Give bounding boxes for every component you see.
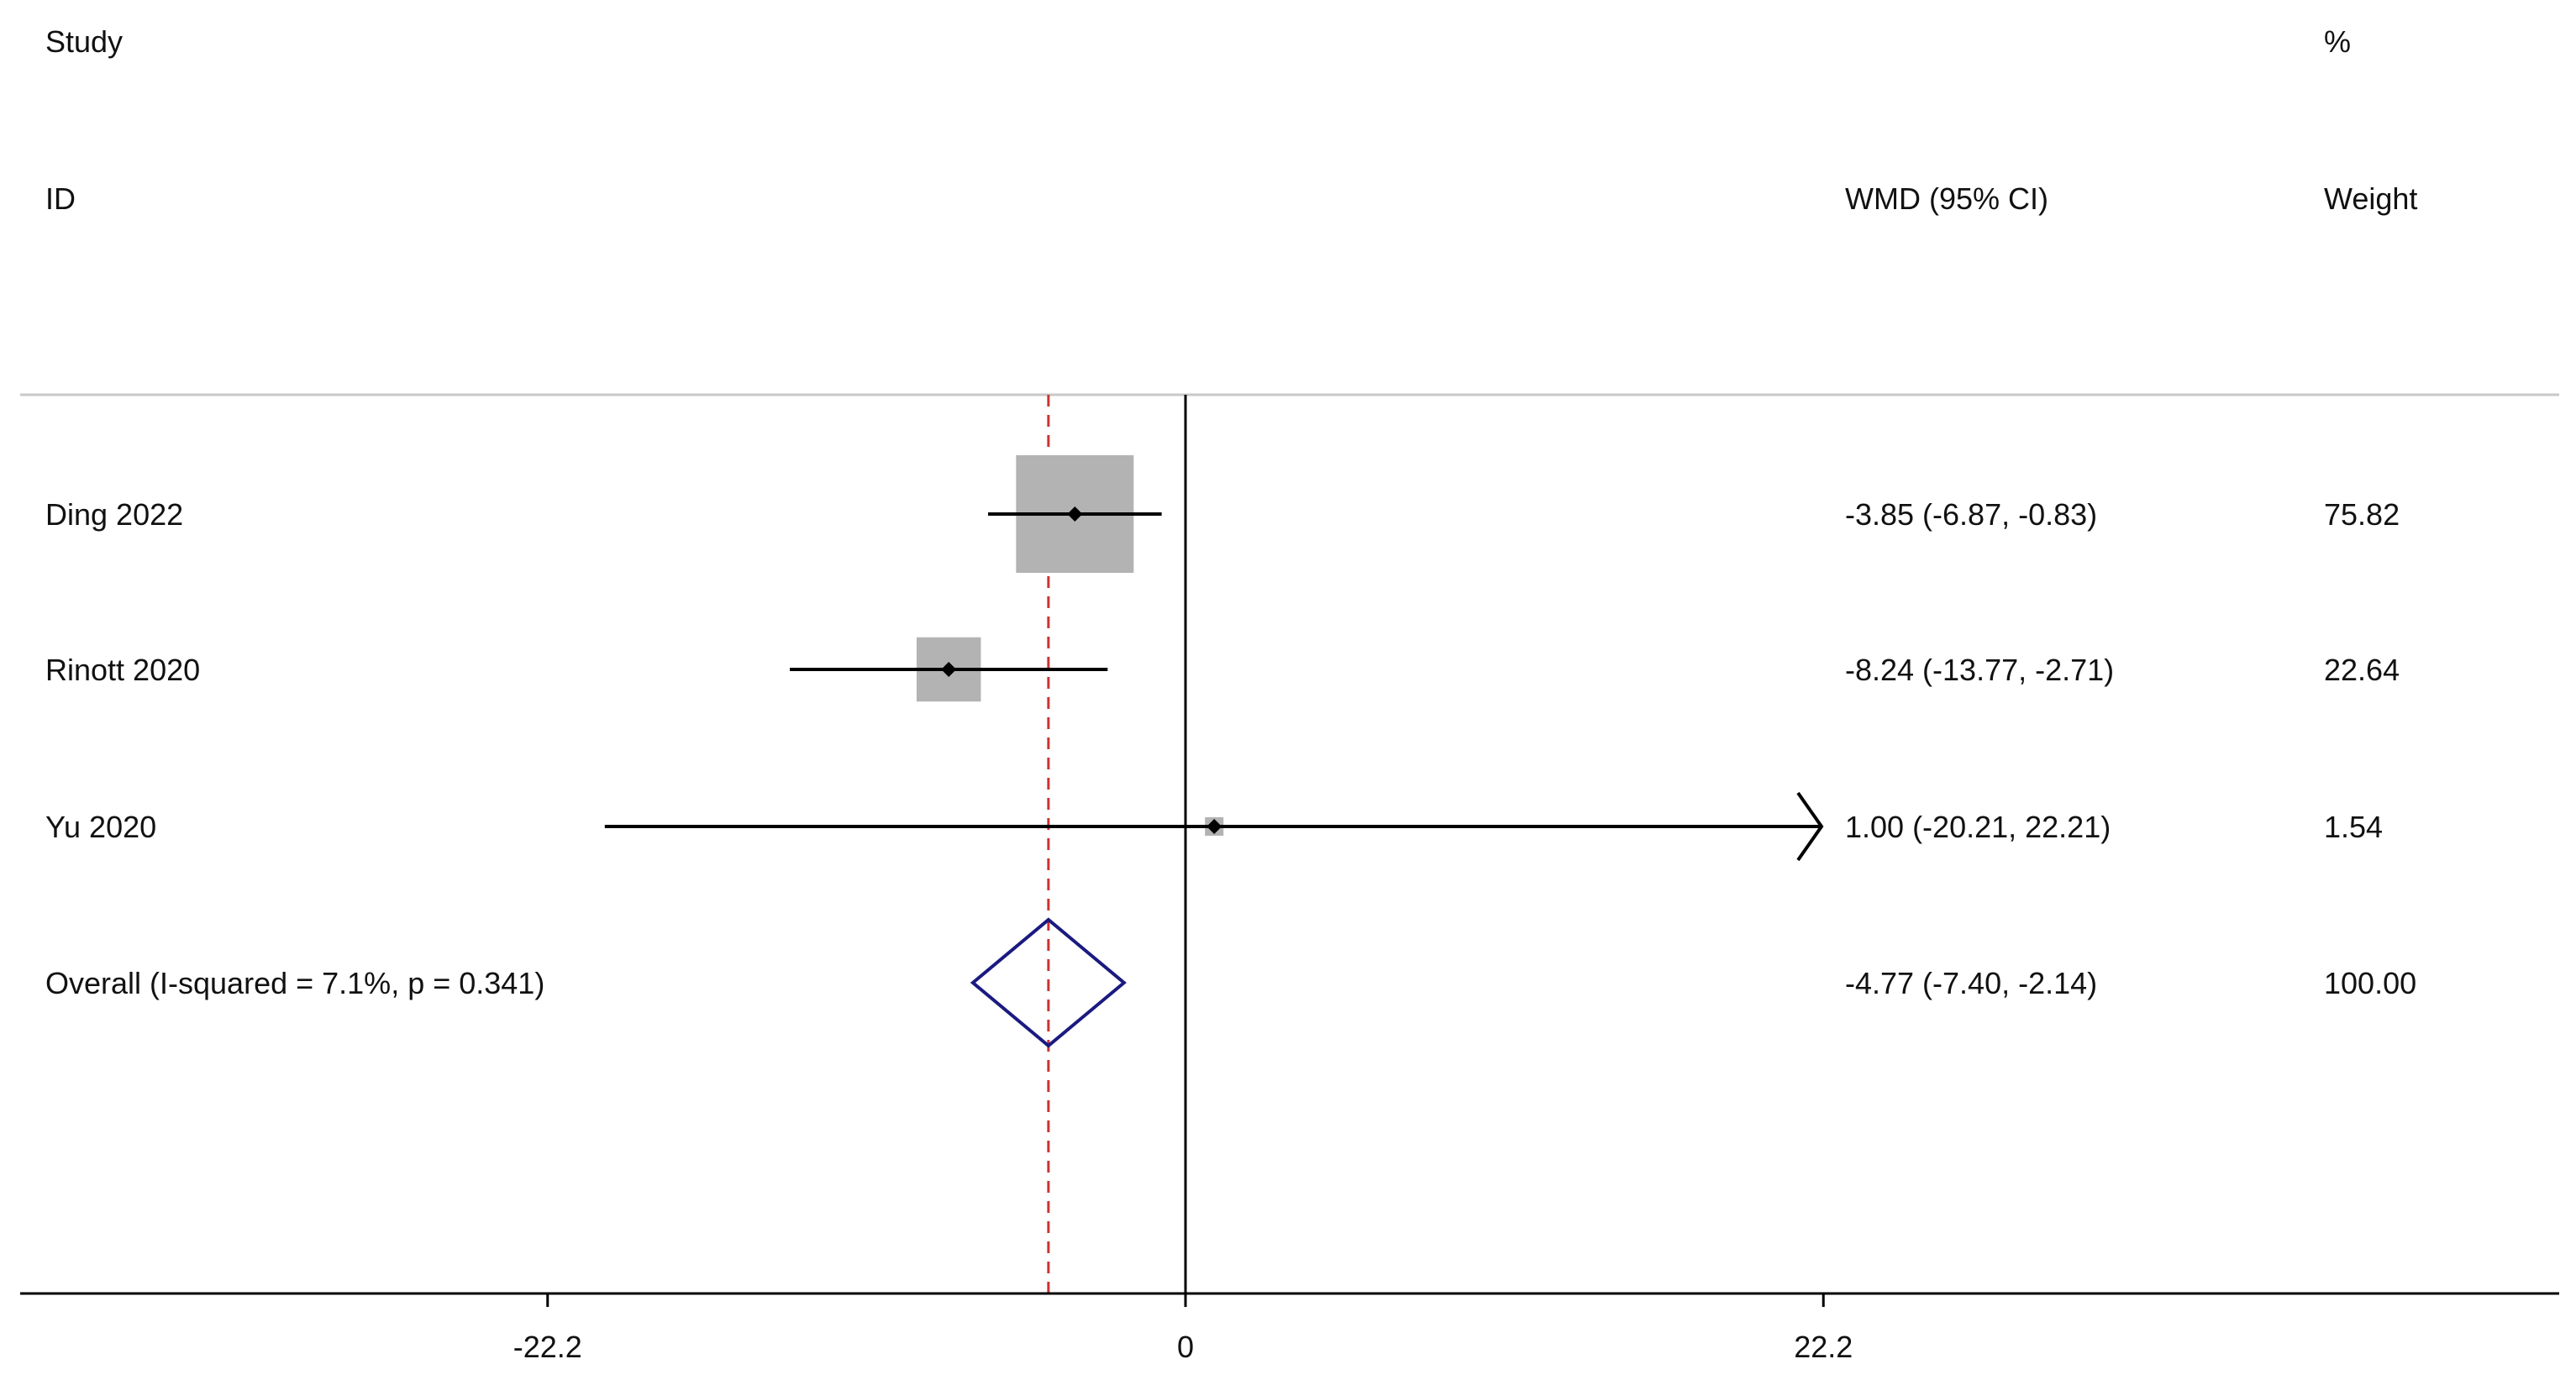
study-weight: 75.82 <box>2324 497 2400 532</box>
study-weight: 22.64 <box>2324 653 2400 687</box>
x-tick-label: 0 <box>1177 1330 1194 1364</box>
study-ci-text: -3.85 (-6.87, -0.83) <box>1845 497 2097 532</box>
header-effect: WMD (95% CI) <box>1845 181 2048 216</box>
header-id: ID <box>45 181 76 216</box>
overall-row: Overall (I-squared = 7.1%, p = 0.341) -4.… <box>45 917 2416 1048</box>
overall-diamond <box>970 917 1127 1048</box>
ci-arrow <box>1796 791 1824 862</box>
study-row: Ding 2022 -3.85 (-6.87, -0.83) 75.82 <box>45 455 2400 573</box>
study-weight: 1.54 <box>2324 810 2383 844</box>
study-row: Yu 2020 1.00 (-20.21, 22.21) 1.54 <box>45 791 2383 862</box>
header-study: Study <box>45 24 123 59</box>
point-estimate <box>1207 819 1222 834</box>
study-label: Yu 2020 <box>45 810 156 844</box>
overall-ci-text: -4.77 (-7.40, -2.14) <box>1845 966 2097 1000</box>
study-row: Rinott 2020 -8.24 (-13.77, -2.71) 22.64 <box>45 637 2400 702</box>
x-axis-ticks: -22.2 0 22.2 <box>513 1293 1853 1364</box>
x-tick-label: -22.2 <box>513 1330 582 1364</box>
header-percent: % <box>2324 24 2351 59</box>
overall-label: Overall (I-squared = 7.1%, p = 0.341) <box>45 966 544 1000</box>
x-tick-label: 22.2 <box>1794 1330 1853 1364</box>
header-weight: Weight <box>2324 181 2417 216</box>
overall-weight: 100.00 <box>2324 966 2416 1000</box>
study-label: Ding 2022 <box>45 497 183 532</box>
point-estimate <box>941 662 957 677</box>
study-rows: Ding 2022 -3.85 (-6.87, -0.83) 75.82 Rinott… <box>45 455 2416 1048</box>
study-ci-text: -8.24 (-13.77, -2.71) <box>1845 653 2114 687</box>
study-label: Rinott 2020 <box>45 653 200 687</box>
point-estimate <box>1067 506 1083 522</box>
study-ci-text: 1.00 (-20.21, 22.21) <box>1845 810 2111 844</box>
